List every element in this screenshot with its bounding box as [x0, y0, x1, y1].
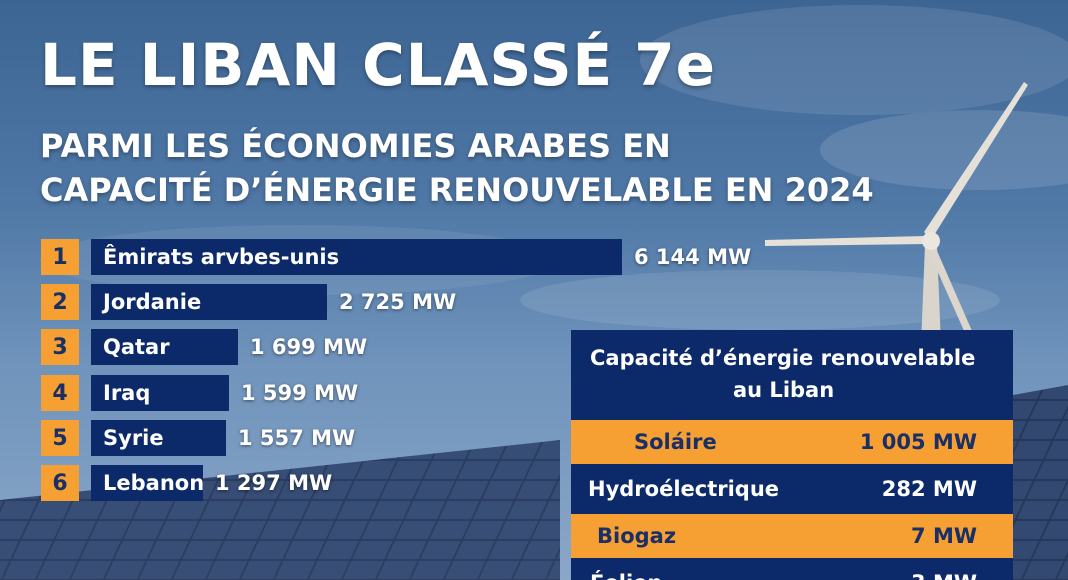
bar-category-label: Êmirats arvbes-unis [103, 245, 340, 269]
capacity-source-label: Hydroélectrique [588, 477, 780, 501]
bar [91, 239, 622, 275]
capacity-source-label: Éolien [590, 561, 662, 580]
bar [91, 465, 203, 501]
bar-value-label: 1 557 MW [238, 426, 356, 450]
bar [91, 375, 229, 411]
capacity-value: 282 MW [881, 477, 977, 501]
bar-value-label: 1 699 MW [250, 335, 368, 359]
capacity-source-label: Biogaz [597, 524, 677, 548]
lebanon-panel-title-line-1: Capacité d’énergie renouvelable [590, 346, 976, 370]
rank-badge: 2 [41, 284, 79, 320]
capacity-row: Soláire 1 005 MW [571, 420, 1013, 464]
capacity-row: Éolien 3 MW [571, 561, 1013, 580]
bar [91, 284, 327, 320]
bar-category-label: Lebanon [103, 471, 205, 495]
rank-badge: 6 [41, 465, 79, 501]
bar-category-label: Jordanie [103, 290, 202, 314]
bar-category-label: Syrie [103, 426, 164, 450]
page-title: LE LIBAN CLASSÉ 7e [40, 31, 716, 99]
capacity-source-label: Soláire [634, 430, 717, 454]
rank-badge: 3 [41, 329, 79, 365]
rank-badge: 5 [41, 420, 79, 456]
bar-value-label: 1 599 MW [241, 381, 359, 405]
page-subtitle: PARMI LES ÉCONOMIES ARABES EN CAPACITÉ D… [40, 124, 874, 212]
bar-value-label: 1 297 MW [215, 471, 333, 495]
subtitle-line-1: PARMI LES ÉCONOMIES ARABES EN [40, 127, 671, 165]
capacity-row: Hydroélectrique 282 MW [571, 467, 1013, 511]
capacity-value: 3 MW [911, 561, 977, 580]
bar-value-label: 2 725 MW [339, 290, 457, 314]
subtitle-line-2: CAPACITÉ D’ÉNERGIE RENOUVELABLE EN 2024 [40, 171, 874, 209]
capacity-value: 1 005 MW [859, 430, 977, 454]
bar [91, 420, 226, 456]
capacity-value: 7 MW [911, 524, 977, 548]
bar-category-label: Iraq [103, 381, 151, 405]
lebanon-panel-title-line-2: au Liban [733, 378, 835, 402]
bar [91, 329, 238, 365]
rank-badge: 1 [41, 239, 79, 275]
capacity-row: Biogaz 7 MW [571, 514, 1013, 558]
bar-category-label: Qatar [103, 335, 170, 359]
rank-badge: 4 [41, 375, 79, 411]
bar-value-label: 6 144 MW [634, 245, 752, 269]
